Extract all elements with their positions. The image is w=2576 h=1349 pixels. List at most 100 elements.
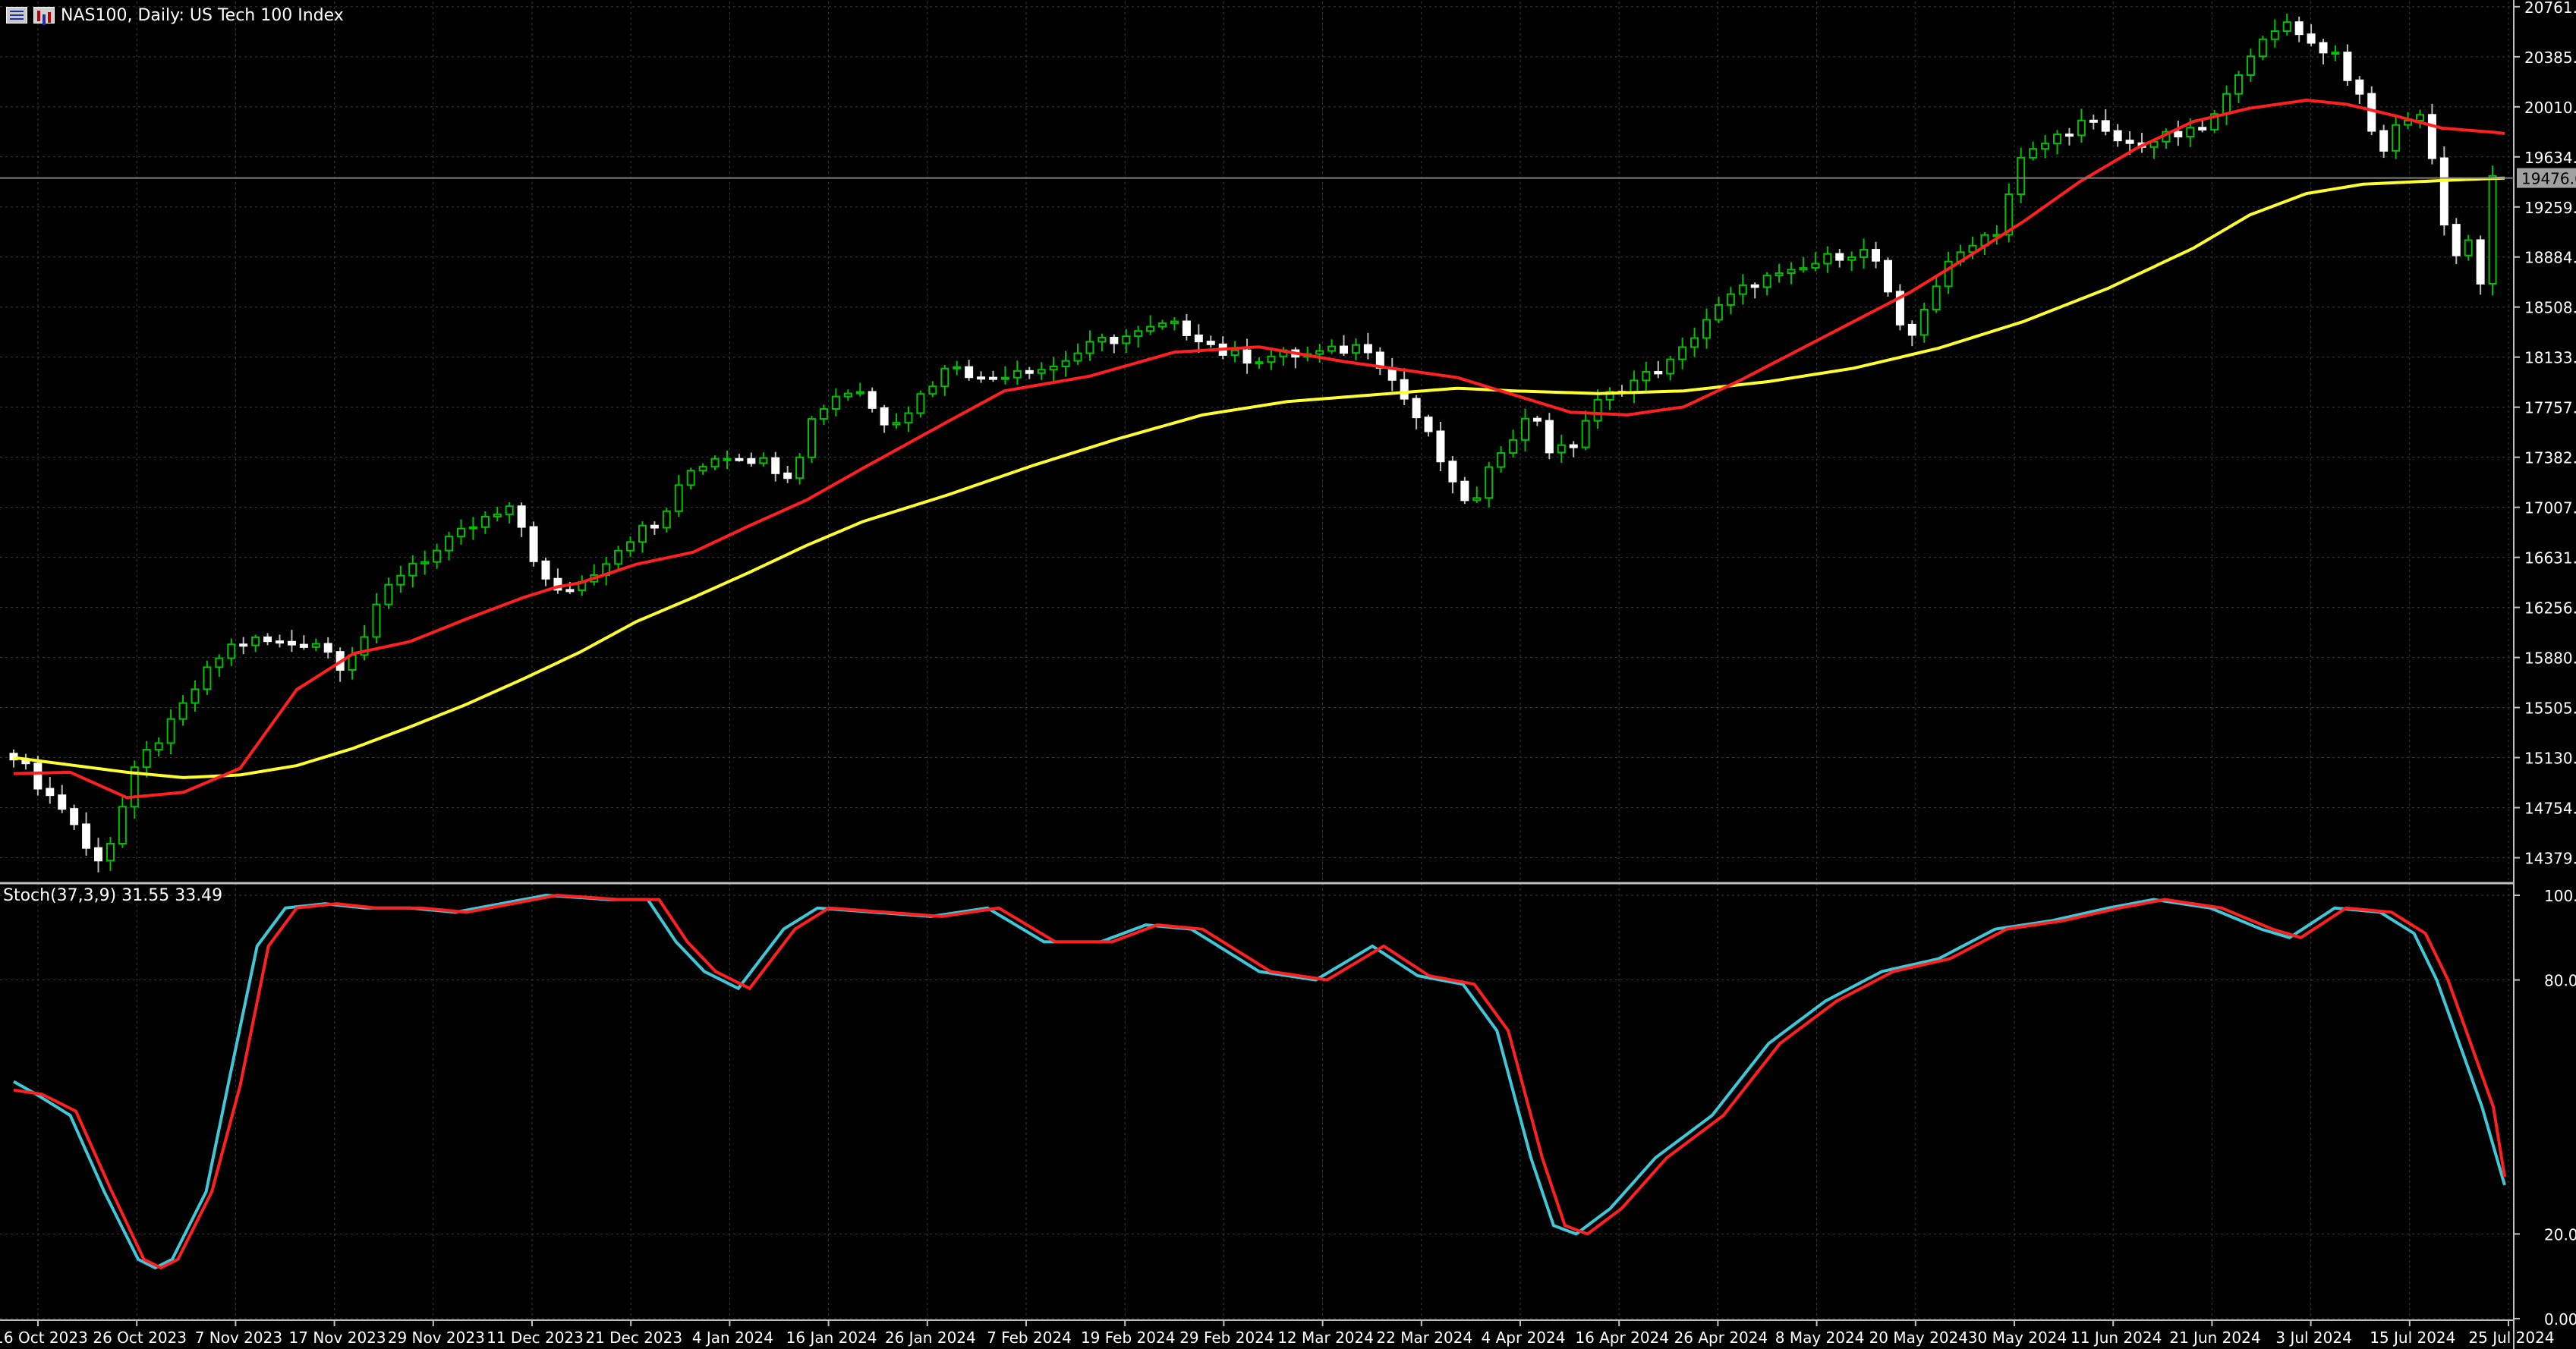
bull-candle[interactable]	[1267, 355, 1276, 363]
bull-candle[interactable]	[2053, 134, 2062, 145]
bull-candle[interactable]	[118, 806, 127, 844]
bear-candle[interactable]	[1895, 291, 1904, 325]
bull-candle[interactable]	[1605, 391, 1614, 401]
bull-candle[interactable]	[251, 636, 260, 646]
bear-candle[interactable]	[977, 376, 986, 380]
bull-candle[interactable]	[166, 718, 175, 744]
bull-candle[interactable]	[2488, 175, 2497, 285]
bear-candle[interactable]	[1206, 341, 1215, 345]
bull-candle[interactable]	[1642, 370, 1651, 382]
bull-candle[interactable]	[2246, 55, 2255, 77]
bull-candle[interactable]	[831, 395, 840, 410]
bull-candle[interactable]	[1787, 269, 1796, 274]
bull-candle[interactable]	[1775, 272, 1784, 277]
bull-candle[interactable]	[928, 385, 937, 395]
bear-candle[interactable]	[1340, 345, 1349, 354]
bear-candle[interactable]	[1460, 480, 1469, 502]
bull-candle[interactable]	[626, 541, 635, 552]
window-menu-icon[interactable]	[6, 7, 27, 24]
bull-candle[interactable]	[1932, 285, 1941, 311]
bull-candle[interactable]	[2077, 119, 2086, 137]
bear-candle[interactable]	[239, 643, 248, 647]
bear-candle[interactable]	[1424, 417, 1433, 432]
bull-candle[interactable]	[493, 513, 502, 517]
bear-candle[interactable]	[988, 376, 997, 380]
bear-candle[interactable]	[735, 458, 744, 461]
bull-candle[interactable]	[710, 458, 720, 468]
bear-candle[interactable]	[2319, 42, 2328, 54]
bear-candle[interactable]	[1835, 253, 1844, 261]
bear-candle[interactable]	[82, 823, 91, 849]
bull-candle[interactable]	[1158, 322, 1167, 328]
bull-candle[interactable]	[1327, 345, 1337, 352]
bear-candle[interactable]	[1654, 370, 1663, 375]
bear-candle[interactable]	[94, 847, 103, 862]
bull-candle[interactable]	[2004, 193, 2014, 236]
bull-candle[interactable]	[1799, 267, 1808, 271]
bear-candle[interactable]	[2343, 52, 2352, 81]
bull-candle[interactable]	[456, 527, 465, 538]
bear-candle[interactable]	[1182, 320, 1191, 336]
bull-candle[interactable]	[1847, 256, 1856, 261]
bull-candle[interactable]	[203, 666, 212, 690]
bear-candle[interactable]	[771, 457, 780, 474]
bull-candle[interactable]	[360, 636, 369, 656]
bear-candle[interactable]	[2476, 239, 2485, 285]
bull-candle[interactable]	[2210, 113, 2219, 130]
bear-candle[interactable]	[1532, 417, 1542, 422]
bull-candle[interactable]	[420, 561, 430, 564]
bear-candle[interactable]	[1025, 369, 1034, 374]
bear-candle[interactable]	[650, 524, 659, 529]
bear-candle[interactable]	[541, 560, 550, 580]
bull-candle[interactable]	[904, 412, 913, 424]
bull-candle[interactable]	[2258, 38, 2267, 58]
bull-candle[interactable]	[1351, 344, 1360, 354]
bull-candle[interactable]	[1738, 284, 1747, 295]
bull-candle[interactable]	[1122, 335, 1131, 344]
bull-candle[interactable]	[468, 526, 477, 530]
bear-candle[interactable]	[1883, 259, 1892, 293]
bear-candle[interactable]	[553, 577, 562, 591]
bull-candle[interactable]	[638, 524, 647, 543]
bull-candle[interactable]	[2041, 143, 2050, 150]
bull-candle[interactable]	[1678, 346, 1687, 360]
bull-candle[interactable]	[2464, 239, 2473, 256]
bull-candle[interactable]	[662, 510, 671, 529]
bull-candle[interactable]	[953, 366, 962, 369]
bull-candle[interactable]	[311, 643, 320, 648]
bear-candle[interactable]	[1569, 444, 1578, 448]
bull-candle[interactable]	[1000, 376, 1009, 380]
bull-candle[interactable]	[433, 549, 442, 563]
bull-candle[interactable]	[614, 549, 623, 565]
bull-candle[interactable]	[1472, 497, 1482, 502]
bull-candle[interactable]	[130, 766, 139, 808]
bull-candle[interactable]	[1714, 303, 1723, 321]
bull-candle[interactable]	[892, 422, 901, 426]
bull-candle[interactable]	[1762, 275, 1771, 288]
bear-candle[interactable]	[529, 526, 538, 562]
bull-candle[interactable]	[2186, 127, 2195, 138]
bull-candle[interactable]	[227, 643, 236, 659]
bear-candle[interactable]	[1872, 249, 1881, 262]
bull-candle[interactable]	[940, 367, 949, 388]
bear-candle[interactable]	[2379, 130, 2389, 152]
bear-candle[interactable]	[1448, 461, 1457, 483]
bear-candle[interactable]	[2452, 224, 2461, 256]
bear-candle[interactable]	[2174, 130, 2183, 138]
bull-candle[interactable]	[2029, 148, 2038, 159]
bull-candle[interactable]	[2017, 156, 2026, 196]
bear-candle[interactable]	[2089, 119, 2098, 123]
bull-candle[interactable]	[445, 536, 454, 552]
bull-candle[interactable]	[1146, 325, 1155, 332]
bull-candle[interactable]	[396, 574, 405, 586]
bull-candle[interactable]	[178, 702, 187, 720]
bull-candle[interactable]	[372, 603, 381, 638]
bull-candle[interactable]	[2331, 52, 2340, 55]
bull-candle[interactable]	[1085, 341, 1094, 354]
bear-candle[interactable]	[1400, 379, 1409, 400]
bull-candle[interactable]	[808, 418, 817, 458]
bull-candle[interactable]	[1061, 360, 1070, 368]
bear-candle[interactable]	[1110, 336, 1119, 344]
bear-candle[interactable]	[2198, 127, 2207, 130]
